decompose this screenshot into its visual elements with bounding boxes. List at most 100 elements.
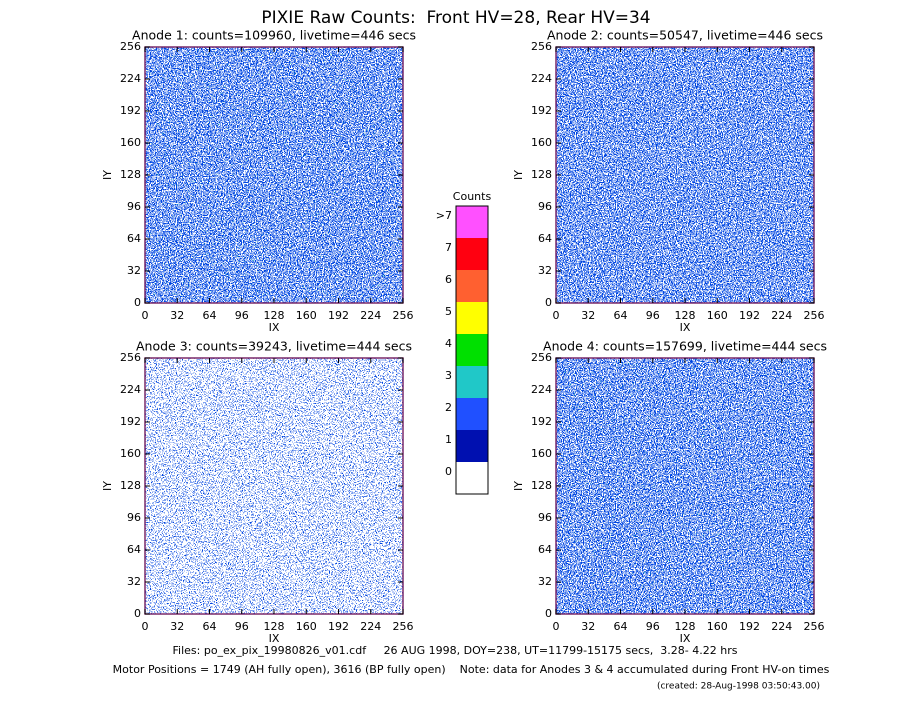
colorbar-label: 7: [445, 241, 452, 254]
x-tick-label: 96: [646, 309, 660, 322]
y-tick-label: 128: [120, 168, 141, 181]
colorbar-swatch: [456, 302, 488, 334]
colorbar-frame: [455, 205, 489, 495]
y-tick-label: 128: [531, 479, 552, 492]
y-tick-label: 64: [538, 232, 552, 245]
x-axis-label: IX: [680, 321, 691, 334]
y-tick-label: 96: [538, 200, 552, 213]
colorbar-label: 4: [445, 337, 452, 350]
count-texture: [556, 358, 814, 614]
y-axis-label: IY: [512, 170, 525, 180]
y-tick-label: 224: [120, 383, 141, 396]
x-tick-label: 0: [142, 620, 149, 633]
x-tick-label: 256: [804, 620, 825, 633]
colorbar-swatch: [456, 462, 488, 494]
y-tick-label: 224: [531, 383, 552, 396]
x-tick-label: 192: [739, 309, 760, 322]
footer-line: Motor Positions = 1749 (AH fully open), …: [113, 663, 830, 676]
footer-line: Files: po_ex_pix_19980826_v01.cdf 26 AUG…: [173, 644, 738, 657]
x-tick-label: 256: [393, 620, 414, 633]
count-texture: [145, 358, 403, 614]
x-tick-label: 96: [646, 620, 660, 633]
x-tick-label: 128: [264, 309, 285, 322]
colorbar-swatch: [456, 206, 488, 238]
x-tick-label: 128: [675, 620, 696, 633]
panel-title: Anode 3: counts=39243, livetime=444 secs: [136, 339, 412, 354]
y-tick-label: 32: [127, 264, 141, 277]
x-tick-label: 64: [614, 309, 628, 322]
x-tick-label: 96: [235, 620, 249, 633]
y-tick-label: 160: [531, 136, 552, 149]
colorbar-swatch: [456, 366, 488, 398]
x-axis-label: IX: [680, 632, 691, 645]
x-tick-label: 32: [170, 620, 184, 633]
x-tick-label: 64: [203, 309, 217, 322]
x-tick-label: 160: [707, 620, 728, 633]
x-tick-label: 160: [296, 620, 317, 633]
x-tick-label: 32: [581, 309, 595, 322]
x-tick-label: 224: [771, 309, 792, 322]
y-tick-label: 32: [538, 575, 552, 588]
colorbar-swatch: [456, 334, 488, 366]
colorbar-title: Counts: [453, 190, 492, 203]
colorbar-label: 6: [445, 273, 452, 286]
x-tick-label: 224: [360, 620, 381, 633]
y-tick-label: 224: [120, 72, 141, 85]
panel-title: Anode 4: counts=157699, livetime=444 sec…: [543, 339, 827, 354]
y-tick-label: 96: [127, 200, 141, 213]
figure-title: PIXIE Raw Counts: Front HV=28, Rear HV=3…: [261, 8, 650, 28]
y-tick-label: 160: [120, 136, 141, 149]
y-tick-label: 192: [531, 415, 552, 428]
y-tick-label: 192: [120, 415, 141, 428]
y-tick-label: 256: [120, 351, 141, 364]
y-axis-label: IY: [512, 481, 525, 491]
x-tick-label: 224: [360, 309, 381, 322]
colorbar-swatch: [456, 270, 488, 302]
x-tick-label: 160: [296, 309, 317, 322]
y-tick-label: 160: [120, 447, 141, 460]
y-tick-label: 0: [134, 607, 141, 620]
x-tick-label: 96: [235, 309, 249, 322]
colorbar-label: 1: [445, 433, 452, 446]
y-tick-label: 256: [531, 40, 552, 53]
colorbar-swatch: [456, 398, 488, 430]
y-axis-label: IY: [101, 170, 114, 180]
y-tick-label: 256: [120, 40, 141, 53]
x-tick-label: 160: [707, 309, 728, 322]
y-tick-label: 128: [120, 479, 141, 492]
x-tick-label: 0: [553, 309, 560, 322]
x-tick-label: 256: [804, 309, 825, 322]
x-tick-label: 192: [328, 309, 349, 322]
x-axis-label: IX: [269, 321, 280, 334]
x-tick-label: 256: [393, 309, 414, 322]
y-tick-label: 224: [531, 72, 552, 85]
y-axis-label: IY: [101, 481, 114, 491]
y-tick-label: 64: [538, 543, 552, 556]
x-tick-label: 128: [675, 309, 696, 322]
colorbar-swatch: [456, 238, 488, 270]
colorbar-label: 2: [445, 401, 452, 414]
x-axis-label: IX: [269, 632, 280, 645]
x-tick-label: 224: [771, 620, 792, 633]
colorbar-swatch: [456, 430, 488, 462]
y-tick-label: 0: [545, 607, 552, 620]
x-tick-label: 192: [739, 620, 760, 633]
y-tick-label: 192: [531, 104, 552, 117]
y-tick-label: 96: [127, 511, 141, 524]
x-tick-label: 192: [328, 620, 349, 633]
y-tick-label: 0: [545, 296, 552, 309]
count-texture: [556, 47, 814, 303]
x-tick-label: 0: [553, 620, 560, 633]
x-tick-label: 64: [203, 620, 217, 633]
y-tick-label: 96: [538, 511, 552, 524]
x-tick-label: 32: [581, 620, 595, 633]
y-tick-label: 192: [120, 104, 141, 117]
colorbar-label: 3: [445, 369, 452, 382]
y-tick-label: 128: [531, 168, 552, 181]
x-tick-label: 32: [170, 309, 184, 322]
x-tick-label: 0: [142, 309, 149, 322]
y-tick-label: 64: [127, 232, 141, 245]
y-tick-label: 0: [134, 296, 141, 309]
